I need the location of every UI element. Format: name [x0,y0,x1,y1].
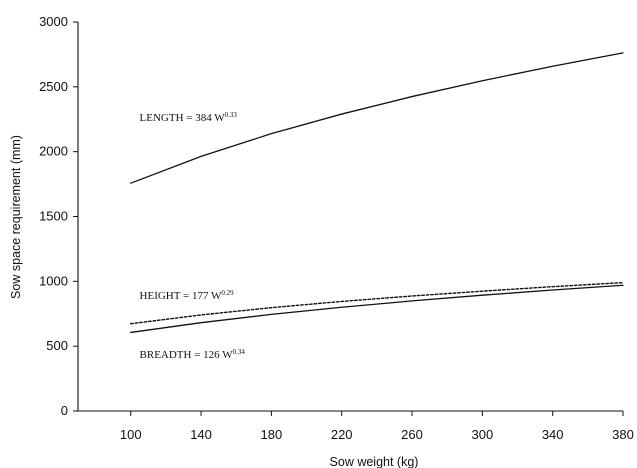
series-layer [130,52,624,334]
annotation-main: LENGTH = 384 W [140,112,226,124]
annotation-exponent: 0.33 [225,111,238,119]
x-axis-title: Sow weight (kg) [330,455,419,468]
annotation-main: HEIGHT = 177 W [140,290,222,302]
series-line-length [130,52,624,184]
x-tick-label: 260 [401,427,423,442]
y-tick-label: 2500 [39,79,68,94]
annotation-exponent: 0.29 [221,289,234,297]
x-tick-label: 300 [472,427,494,442]
x-tick-label: 100 [120,427,142,442]
annotation-main: BREADTH = 126 W [140,349,234,361]
series-line-breadth [130,284,624,334]
x-tick-label: 340 [542,427,564,442]
ticks-layer: 0 500 1000 1500 2000 2500 3000 100 140 180 220 260 3… [39,14,634,442]
annotations-layer: LENGTH = 384 W0.33 HEIGHT = 177 W0.29 BREA… [140,111,246,361]
annotation-exponent: 0.34 [233,348,246,356]
x-tick-label: 380 [612,427,634,442]
y-tick-label: 3000 [39,14,68,29]
y-tick-label: 1000 [39,273,68,288]
annotation-1: HEIGHT = 177 W0.29 [140,289,235,302]
x-tick-label: 220 [331,427,353,442]
x-tick-label: 140 [190,427,212,442]
y-tick-label: 1500 [39,209,68,224]
x-tick-label: 180 [261,427,283,442]
annotation-0: LENGTH = 384 W0.33 [140,111,238,124]
y-axis-title: Sow space requirement (mm) [9,135,23,299]
y-tick-label: 0 [61,403,68,418]
y-tick-label: 2000 [39,144,68,159]
annotation-2: BREADTH = 126 W0.34 [140,348,246,361]
y-tick-label: 500 [46,338,68,353]
series-line-height [130,281,624,325]
